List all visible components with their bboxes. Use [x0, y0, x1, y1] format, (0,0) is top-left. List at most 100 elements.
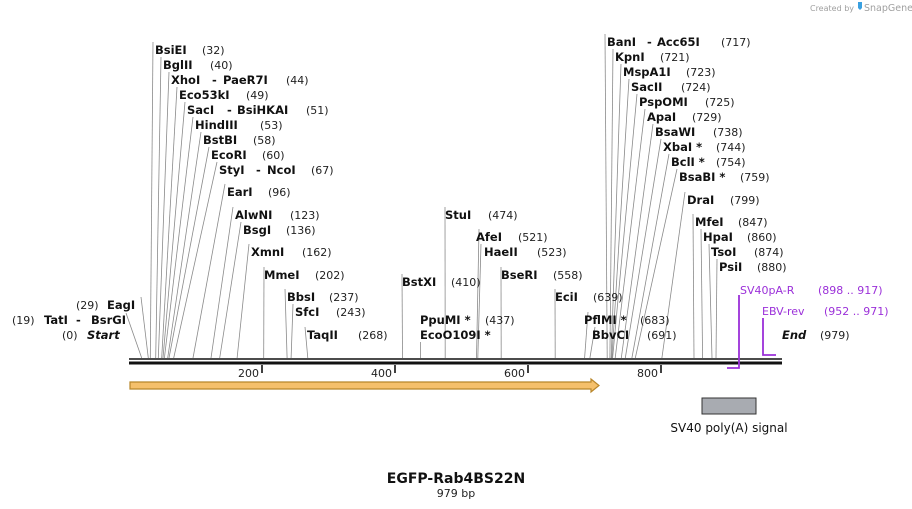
site-sfci[interactable]: SfcI (243) [295, 305, 366, 319]
site-eco53ki[interactable]: Eco53kI (49) [179, 88, 269, 102]
svg-text:-: - [647, 35, 652, 49]
primer-ebv-rev-arrow[interactable] [762, 318, 776, 356]
start-position: (0) [62, 329, 78, 342]
site-pos: (123) [290, 209, 320, 222]
site-eari[interactable]: EarI (96) [227, 185, 291, 199]
site-tsoi[interactable]: TsoI (874) [711, 245, 784, 259]
site-connector-line [610, 63, 622, 359]
site-name: HaeII [484, 245, 518, 259]
site-connector-line [604, 33, 608, 359]
site-name: DraI [687, 193, 714, 207]
site-hpai[interactable]: HpaI (860) [703, 230, 777, 244]
site-name: EciI [555, 290, 578, 304]
site-name: PsiI [719, 260, 742, 274]
polya-signal-label: SV40 poly(A) signal [670, 421, 787, 435]
site-pos: (49) [246, 89, 269, 102]
site-ecii[interactable]: EciI (639) [555, 290, 623, 304]
site-connector-line [192, 183, 226, 359]
site-ppumi[interactable]: PpuMI * (437) [420, 313, 515, 327]
site-bstxi[interactable]: BstXI (410) [402, 275, 481, 289]
site-pos: (29) [76, 299, 99, 312]
site-name-2: BsiHKAI [237, 103, 288, 117]
orf-arrow[interactable] [129, 377, 600, 394]
site-name: TaqII [307, 328, 338, 342]
tick-label-600: 600 [504, 367, 525, 380]
site-xbai[interactable]: XbaI * (744) [663, 140, 746, 154]
site-pos: (521) [518, 231, 548, 244]
site-pos: (202) [315, 269, 345, 282]
site-bglii[interactable]: BglII (40) [163, 58, 233, 72]
primer-sv40pa-r-arrow[interactable] [727, 295, 740, 369]
site-pos: (19) [12, 314, 35, 327]
site-pos: (723) [686, 66, 716, 79]
site-name: BanI [607, 35, 636, 49]
site-tati[interactable]: (19) TatI - BsrGI [12, 313, 126, 327]
site-pos: (847) [738, 216, 768, 229]
site-connector-line [155, 56, 162, 359]
primer-sv40pa-r-label[interactable]: SV40pA-R [740, 284, 795, 297]
site-psp0mi[interactable]: PspOMI (725) [639, 95, 735, 109]
site-pflmi[interactable]: PflMI * (683) [584, 313, 670, 327]
site-name: BglII [163, 58, 193, 72]
site-mspa1i[interactable]: MspA1I (723) [623, 65, 716, 79]
site-hindiii[interactable]: HindIII (53) [195, 118, 283, 132]
site-apai[interactable]: ApaI (729) [647, 110, 722, 124]
site-ecori[interactable]: EcoRI (60) [211, 148, 285, 162]
site-connector-line [167, 131, 202, 359]
site-pos: (639) [593, 291, 623, 304]
site-stui[interactable]: StuI (474) [445, 208, 518, 222]
site-connector-line [589, 326, 596, 359]
site-bbvci[interactable]: BbvCI (691) [592, 328, 677, 342]
site-taqii[interactable]: TaqII (268) [307, 328, 388, 342]
site-name: PflMI * [584, 313, 627, 327]
site-ecoo109i[interactable]: EcoO109I * [420, 328, 491, 342]
site-connector-line [161, 86, 178, 359]
site-pos: (44) [286, 74, 309, 87]
site-xmni[interactable]: XmnI (162) [251, 245, 332, 259]
site-name: XhoI [171, 73, 200, 87]
site-pos: (874) [754, 246, 784, 259]
site-mfei[interactable]: MfeI (847) [695, 215, 768, 229]
map-title: EGFP-Rab4BS22N [387, 471, 525, 487]
site-bseri[interactable]: BseRI (558) [501, 268, 583, 282]
site-connector-line [168, 146, 210, 359]
site-bstbi[interactable]: BstBI (58) [203, 133, 276, 147]
site-pos: (32) [202, 44, 225, 57]
site-bcli[interactable]: BclI * (754) [671, 155, 746, 169]
primer-sv40pa-r-range: (898 .. 917) [818, 284, 883, 297]
site-bsgi[interactable]: BsgI (136) [243, 223, 316, 237]
primer-ebv-rev-label[interactable]: EBV-rev [762, 305, 805, 318]
site-pos: (237) [329, 291, 359, 304]
site-afei[interactable]: AfeI (521) [476, 230, 548, 244]
site-eagi[interactable]: (29) EagI [76, 298, 135, 312]
site-connector-line [476, 228, 480, 359]
site-connector-line [236, 243, 250, 359]
site-name: AfeI [476, 230, 502, 244]
site-alwni[interactable]: AlwNI (123) [235, 208, 320, 222]
site-bsiei[interactable]: BsiEI (32) [155, 43, 225, 57]
site-kpni[interactable]: KpnI (721) [615, 50, 690, 64]
site-bsabi[interactable]: BsaBI * (759) [679, 170, 770, 184]
site-drai[interactable]: DraI (799) [687, 193, 760, 207]
site-connector-line [164, 116, 194, 359]
site-mmei[interactable]: MmeI (202) [264, 268, 345, 282]
site-name: XbaI * [663, 140, 702, 154]
site-bani[interactable]: BanI - Acc65I (717) [607, 35, 751, 49]
site-saci[interactable]: SacI - BsiHKAI (51) [187, 103, 329, 117]
site-bbsi[interactable]: BbsI (237) [287, 290, 359, 304]
site-sacii[interactable]: SacII (724) [631, 80, 711, 94]
tick-label-800: 800 [637, 367, 658, 380]
site-pos: (523) [537, 246, 567, 259]
site-name: SacII [631, 80, 662, 94]
site-connector-line [584, 311, 589, 359]
site-name: BseRI [501, 268, 538, 282]
site-name: AlwNI [235, 208, 272, 222]
site-bsawi[interactable]: BsaWI (738) [655, 125, 743, 139]
polya-signal-feature[interactable] [701, 397, 757, 415]
site-connector-line [624, 138, 662, 359]
site-xhoi[interactable]: XhoI - PaeR7I (44) [171, 73, 309, 87]
site-haeii[interactable]: HaeII (523) [484, 245, 567, 259]
site-styi[interactable]: StyI - NcoI (67) [219, 163, 334, 177]
site-name: BsaBI * [679, 170, 725, 184]
site-psii[interactable]: PsiI (880) [719, 260, 787, 274]
